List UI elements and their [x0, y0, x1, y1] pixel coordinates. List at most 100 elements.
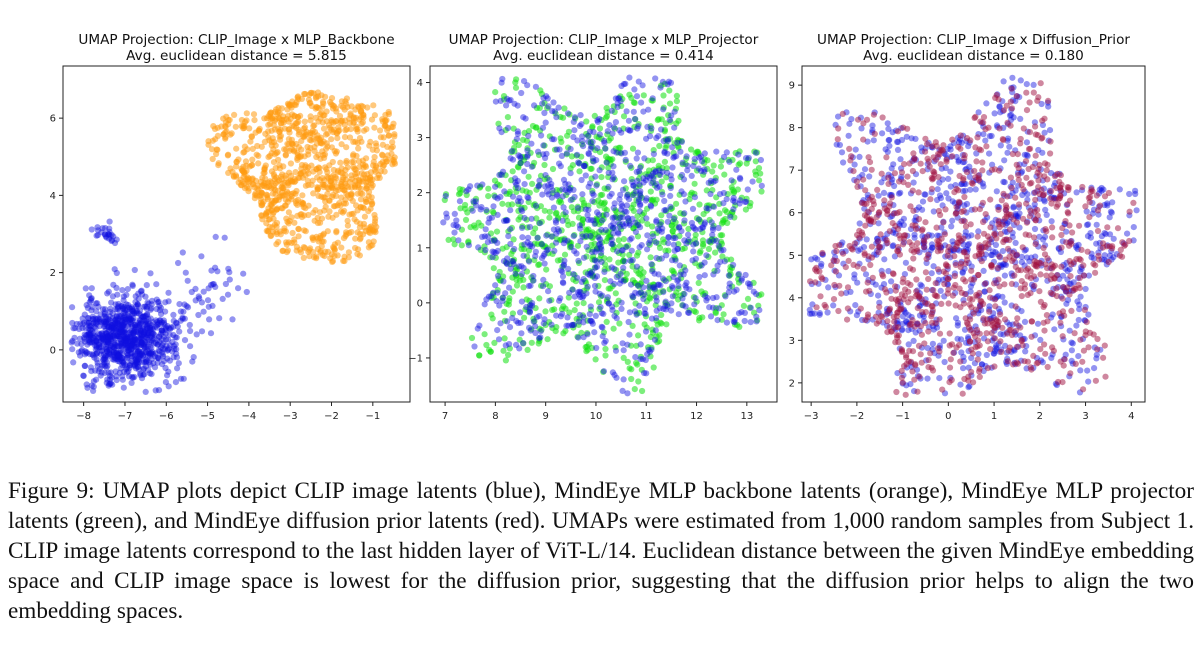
scatter-point: [633, 168, 640, 175]
scatter-point: [632, 184, 640, 191]
scatter-point: [564, 314, 571, 321]
scatter-point: [176, 328, 183, 335]
scatter-point: [543, 93, 550, 100]
scatter-point: [488, 237, 495, 244]
scatter-point: [682, 198, 689, 205]
scatter-point: [652, 302, 659, 309]
scatter-point: [348, 103, 355, 110]
scatter-point: [119, 349, 126, 356]
scatter-point: [301, 244, 308, 252]
scatter-point: [875, 292, 882, 299]
scatter-point: [291, 101, 298, 108]
scatter-point: [345, 254, 352, 261]
scatter-point: [617, 191, 624, 198]
scatter-point: [622, 80, 629, 87]
scatter-point: [847, 288, 854, 295]
scatter-point: [455, 237, 462, 244]
scatter-point: [88, 226, 95, 233]
scatter-point: [825, 284, 832, 291]
scatter-point: [656, 305, 664, 312]
scatter-point: [539, 283, 547, 290]
scatter-point: [1030, 81, 1037, 88]
scatter-point: [652, 327, 659, 334]
scatter-point: [172, 334, 179, 341]
scatter-point: [579, 216, 587, 223]
scatter-point: [490, 210, 497, 217]
scatter-point: [179, 249, 186, 256]
scatter-point: [568, 243, 575, 250]
scatter-point: [662, 306, 670, 313]
scatter-point: [660, 137, 667, 145]
scatter-point: [112, 306, 119, 313]
scatter-point: [546, 297, 553, 304]
scatter-point: [851, 161, 858, 168]
scatter-point: [102, 306, 109, 313]
scatter-point: [1124, 230, 1131, 237]
scatter-point: [1024, 191, 1031, 198]
scatter-point: [99, 335, 106, 343]
scatter-point: [733, 286, 740, 293]
scatter-point: [600, 310, 607, 317]
scatter-point: [253, 151, 260, 158]
scatter-point: [526, 305, 533, 312]
scatter-point: [635, 78, 642, 85]
scatter-point: [730, 194, 737, 202]
scatter-point: [1051, 326, 1058, 333]
scatter-point: [671, 153, 678, 160]
scatter-point: [371, 112, 378, 119]
scatter-point: [612, 344, 619, 351]
scatter-point: [104, 332, 111, 339]
scatter-point: [93, 316, 100, 323]
scatter-point: [628, 258, 635, 265]
scatter-point: [120, 320, 127, 327]
scatter-point: [355, 158, 363, 165]
scatter-point: [571, 114, 579, 121]
scatter-point: [1076, 306, 1083, 313]
scatter-point: [639, 82, 646, 89]
scatter-point: [102, 233, 109, 240]
scatter-point: [957, 381, 964, 388]
scatter-point: [106, 346, 113, 353]
scatter-point: [91, 332, 98, 339]
scatter-point: [911, 155, 918, 162]
scatter-point: [924, 345, 931, 352]
scatter-point: [903, 317, 910, 325]
scatter-point: [144, 347, 151, 354]
scatter-point: [1009, 179, 1016, 186]
scatter-point: [124, 335, 131, 342]
scatter-point: [362, 198, 369, 205]
scatter-point: [610, 103, 617, 110]
scatter-point: [293, 200, 300, 207]
scatter-point: [500, 347, 507, 354]
scatter-point: [625, 218, 632, 225]
scatter-point: [515, 201, 522, 208]
scatter-point: [1035, 146, 1042, 154]
scatter-point: [115, 350, 122, 357]
scatter-point: [159, 361, 166, 368]
scatter-point: [736, 200, 743, 207]
scatter-point: [690, 294, 698, 301]
scatter-point: [516, 194, 523, 202]
scatter-point: [146, 320, 153, 327]
scatter-point: [670, 215, 678, 223]
scatter-point: [125, 368, 132, 375]
scatter-point: [598, 249, 605, 256]
scatter-point: [122, 326, 129, 333]
scatter-point: [128, 304, 135, 311]
scatter-point: [481, 233, 488, 240]
scatter-point: [440, 219, 447, 226]
scatter-point: [82, 285, 89, 292]
scatter-point: [462, 205, 469, 212]
scatter-point: [93, 343, 100, 350]
scatter-point: [537, 172, 545, 179]
scatter-point: [986, 303, 993, 310]
scatter-point: [462, 216, 470, 223]
scatter-point: [89, 313, 96, 320]
scatter-point: [534, 234, 541, 242]
scatter-point: [356, 224, 363, 231]
scatter-point: [806, 310, 814, 317]
scatter-point: [277, 126, 284, 133]
scatter-point: [518, 298, 526, 305]
scatter-point: [120, 297, 127, 304]
scatter-point: [597, 244, 605, 251]
